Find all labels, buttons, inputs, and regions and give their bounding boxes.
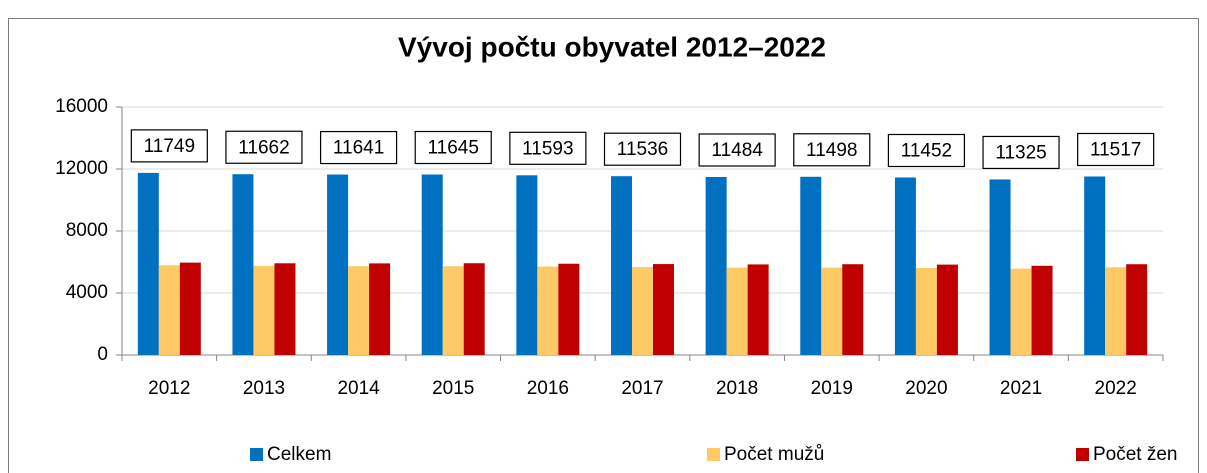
x-tick-label: 2013 — [243, 378, 285, 399]
data-label-box — [509, 131, 587, 165]
x-tick-label: 2015 — [432, 378, 474, 399]
bar — [894, 177, 916, 355]
bar — [936, 264, 958, 355]
bar — [179, 262, 201, 355]
data-label: 11498 — [806, 140, 857, 161]
y-tick-label: 12000 — [55, 158, 108, 179]
chart-border — [8, 18, 1199, 473]
data-label-box — [603, 132, 682, 166]
data-label-box — [225, 130, 303, 164]
bar — [442, 266, 464, 355]
x-tick-label: 2012 — [148, 378, 190, 399]
bar — [1010, 268, 1032, 355]
bar — [463, 263, 485, 355]
data-label: 11662 — [238, 137, 289, 158]
bar — [537, 266, 559, 355]
bar — [1126, 264, 1148, 355]
y-tick-label: 4000 — [66, 282, 108, 303]
bar — [558, 263, 580, 355]
bar — [1084, 176, 1106, 355]
bar — [800, 176, 822, 355]
x-tick-label: 2022 — [1095, 378, 1137, 399]
bar — [421, 174, 443, 355]
bar — [842, 264, 864, 355]
legend-label: Počet mužů — [724, 444, 824, 465]
bar — [632, 267, 653, 355]
chart-title: Vývoj počtu obyvatel 2012–2022 — [398, 31, 826, 62]
data-label: 11452 — [901, 141, 952, 162]
data-label-box — [130, 129, 208, 163]
data-label: 11484 — [711, 140, 763, 161]
y-tick-label: 16000 — [55, 96, 108, 117]
bar — [253, 265, 275, 355]
legend-swatch — [250, 448, 263, 461]
data-label-box — [887, 133, 966, 168]
bar — [705, 176, 727, 355]
data-label: 11641 — [333, 138, 384, 159]
bar — [747, 264, 769, 355]
data-label: 11749 — [144, 136, 195, 157]
y-tick-label: 8000 — [66, 220, 108, 241]
x-tick-label: 2014 — [337, 378, 380, 399]
bar — [137, 172, 159, 355]
y-tick-label: 0 — [97, 344, 108, 365]
bar — [232, 174, 254, 355]
legend-swatch — [1076, 448, 1089, 461]
bar — [653, 264, 674, 355]
data-label: 11536 — [617, 139, 668, 160]
data-label: 11593 — [522, 138, 573, 159]
bar — [989, 179, 1011, 355]
bar — [611, 176, 632, 355]
x-tick-label: 2018 — [716, 378, 758, 399]
legend-label: Počet žen — [1093, 444, 1178, 465]
bar — [1105, 267, 1127, 355]
bar — [327, 174, 349, 355]
data-label: 11645 — [428, 138, 479, 159]
x-tick-label: 2019 — [811, 378, 853, 399]
legend-label: Celkem — [267, 444, 331, 465]
x-tick-label: 2017 — [621, 378, 663, 399]
x-tick-label: 2021 — [1000, 378, 1042, 399]
data-label: 11517 — [1090, 140, 1141, 161]
legend-swatch — [707, 448, 720, 461]
bar — [915, 267, 937, 355]
data-label-box — [698, 133, 776, 167]
data-label-box — [793, 133, 871, 167]
bar — [274, 263, 296, 355]
data-label: 11325 — [995, 142, 1046, 163]
bar — [516, 175, 538, 355]
bar — [821, 267, 843, 355]
bar — [348, 266, 370, 355]
bar — [369, 263, 391, 355]
data-label-box — [1077, 132, 1155, 167]
data-label-box — [982, 135, 1060, 170]
bar — [1031, 265, 1053, 355]
data-label-box — [319, 130, 398, 165]
bar — [726, 267, 748, 355]
x-tick-label: 2016 — [527, 378, 569, 399]
x-tick-label: 2020 — [905, 378, 947, 399]
bar — [158, 265, 180, 355]
data-label-box — [414, 130, 492, 165]
